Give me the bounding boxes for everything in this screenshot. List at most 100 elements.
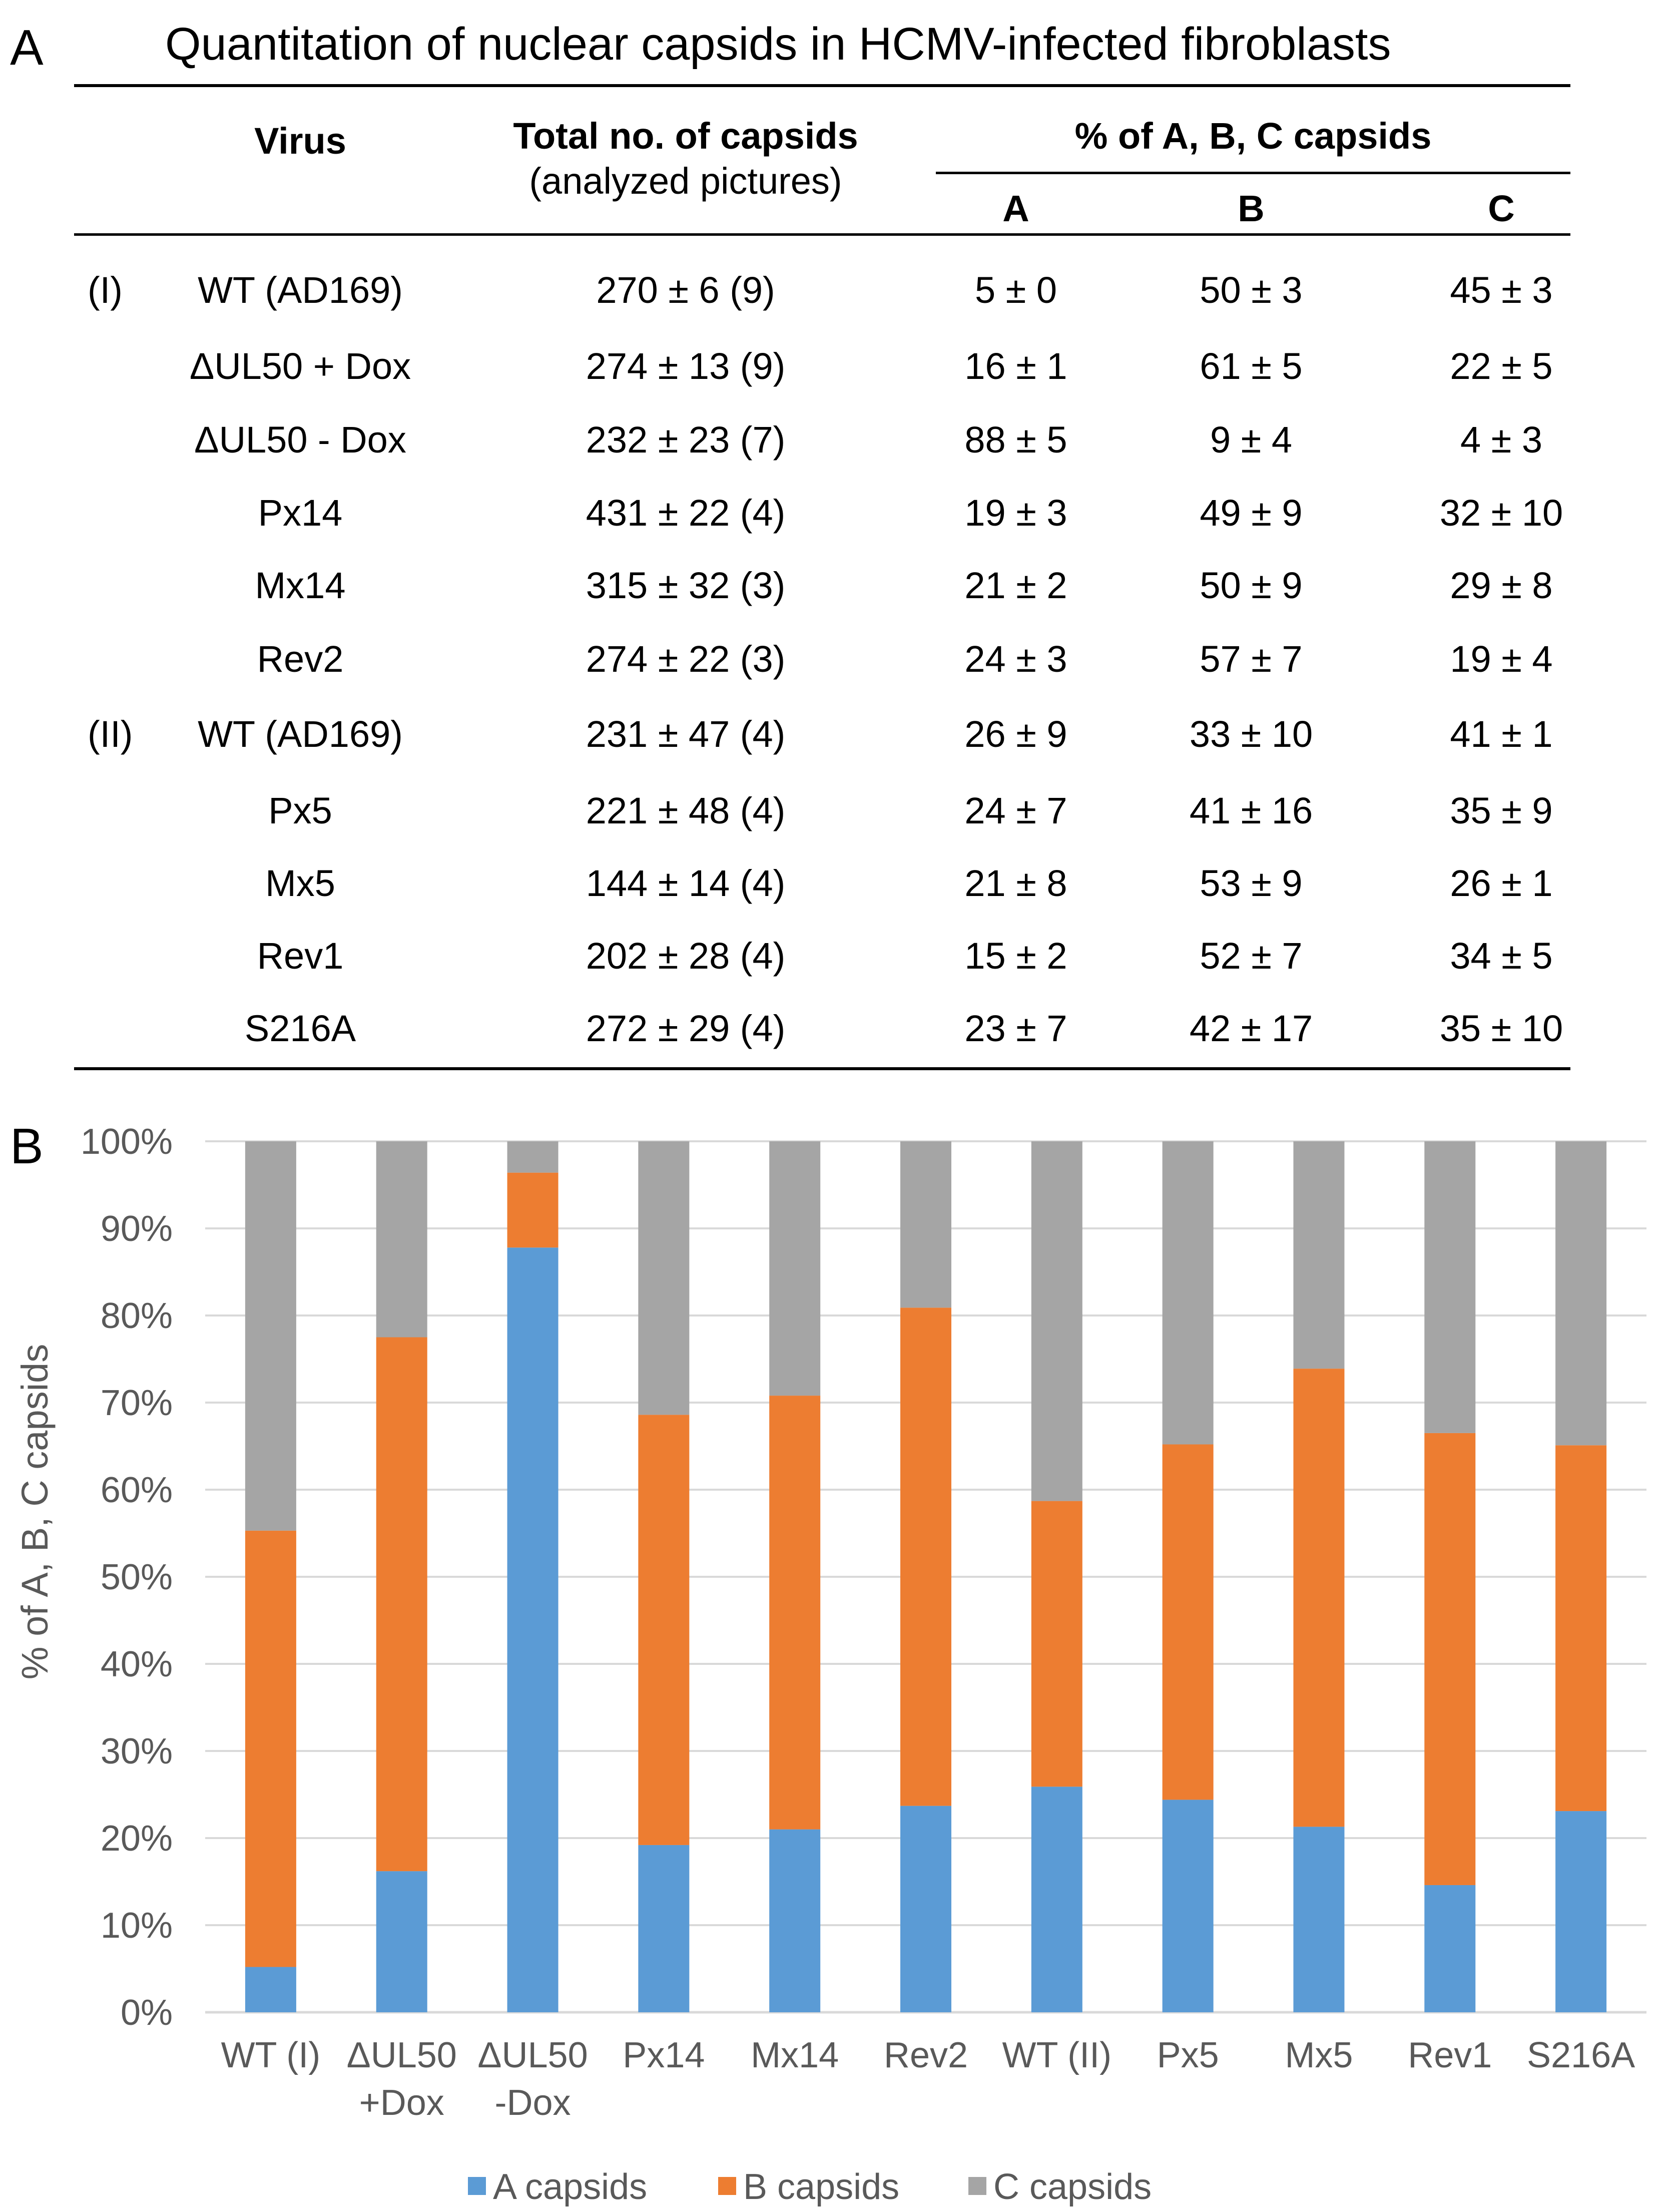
x-tick-label: -Dox (495, 2083, 571, 2123)
bar-segment-b (376, 1337, 427, 1872)
bar-segment-a (376, 1871, 427, 2012)
y-tick-label: 100% (81, 1122, 173, 1162)
y-tick-label: 50% (101, 1557, 173, 1597)
row-a: 88 ± 5 (964, 419, 1067, 461)
panel-b-letter: B (10, 1118, 44, 1174)
x-tick-label: Rev2 (884, 2035, 968, 2075)
legend: A capsids B capsids C capsids (468, 2167, 1152, 2207)
x-tick-label: +Dox (359, 2083, 444, 2123)
header-b: B (1238, 188, 1265, 229)
row-a: 5 ± 0 (974, 269, 1057, 311)
row-a: 26 ± 9 (964, 713, 1067, 755)
x-tick-labels: WT (I) ΔUL50 +Dox ΔUL50 -Dox Px14 Mx14 Rev2 WT (… (221, 2035, 1635, 2123)
row-b: 53 ± 9 (1200, 862, 1303, 904)
row-total: 232 ± 23 (7) (586, 419, 786, 461)
row-b: 52 ± 7 (1200, 935, 1303, 977)
bar-segment-a (1555, 1811, 1607, 2012)
y-tick-label: 80% (101, 1296, 173, 1336)
row-virus: WT (AD169) (198, 713, 403, 755)
bar-segment-a (638, 1845, 690, 2012)
x-tick-label: Rev1 (1408, 2035, 1492, 2075)
bar-segment-c (1293, 1141, 1345, 1369)
row-group-label: (I) (88, 269, 123, 311)
row-b: 41 ± 16 (1189, 790, 1313, 831)
bar-segment-a (1424, 1885, 1476, 2012)
bars (245, 1141, 1607, 2012)
bar-segment-c (769, 1141, 821, 1396)
row-virus: Px5 (268, 790, 332, 831)
panel-a-letter: A (10, 20, 44, 76)
row-virus: WT (AD169) (198, 269, 403, 311)
row-a: 23 ± 7 (964, 1008, 1067, 1049)
row-total: 274 ± 22 (3) (586, 638, 786, 680)
percent-header-rule (936, 172, 1570, 174)
y-tick-label: 20% (101, 1819, 173, 1859)
y-tick-label: 30% (101, 1731, 173, 1772)
legend-label-c: C capsids (993, 2167, 1152, 2207)
header-total-sub: (analyzed pictures) (529, 160, 842, 202)
bar-segment-b (1293, 1369, 1345, 1827)
x-tick-label: WT (I) (221, 2035, 321, 2075)
row-virus: Rev2 (257, 638, 344, 680)
row-b: 42 ± 17 (1189, 1008, 1313, 1049)
row-total: 231 ± 47 (4) (586, 713, 786, 755)
row-c: 41 ± 1 (1450, 713, 1553, 755)
y-tick-label: 70% (101, 1383, 173, 1423)
row-b: 9 ± 4 (1210, 419, 1293, 461)
x-tick-label: Mx5 (1285, 2035, 1353, 2075)
table-bottom-rule (74, 1067, 1570, 1070)
row-c: 45 ± 3 (1450, 269, 1553, 311)
legend-label-b: B capsids (743, 2167, 899, 2207)
bar-segment-a (1293, 1827, 1345, 2012)
row-a: 19 ± 3 (964, 492, 1067, 534)
x-tick-label: WT (II) (1002, 2035, 1112, 2075)
y-tick-label: 60% (101, 1470, 173, 1510)
x-tick-label: Px14 (623, 2035, 705, 2075)
row-total: 431 ± 22 (4) (586, 492, 786, 534)
bar-segment-b (1031, 1501, 1082, 1787)
bar-segment-a (769, 1829, 821, 2012)
bar-segment-c (638, 1141, 690, 1415)
bar-segment-a (900, 1806, 951, 2012)
row-total: 144 ± 14 (4) (586, 862, 786, 904)
row-group-label: (II) (88, 713, 133, 755)
row-b: 49 ± 9 (1200, 492, 1303, 534)
header-virus: Virus (254, 120, 346, 162)
row-b: 50 ± 9 (1200, 565, 1303, 606)
y-tick-label: 90% (101, 1209, 173, 1249)
x-tick-label: S216A (1527, 2035, 1635, 2075)
header-total: Total no. of capsids (513, 115, 858, 157)
bar-segment-c (245, 1141, 296, 1531)
bar-segment-a (245, 1967, 296, 2012)
bar-segment-a (1031, 1787, 1082, 2012)
row-a: 16 ± 1 (964, 345, 1067, 387)
row-virus: Rev1 (257, 935, 344, 977)
header-bottom-rule (74, 233, 1570, 236)
stacked-bar-chart: 0% 10% 20% 30% 40% 50% 60% 70% 80% 90% 100% WT (I)… (14, 1122, 1646, 2207)
bar-segment-b (769, 1396, 821, 1830)
row-a: 24 ± 3 (964, 638, 1067, 680)
bar-segment-c (1424, 1141, 1476, 1433)
x-tick-label: Mx14 (751, 2035, 839, 2075)
legend-label-a: A capsids (493, 2167, 647, 2207)
row-c: 35 ± 10 (1439, 1008, 1563, 1049)
row-virus: Mx5 (265, 862, 335, 904)
row-total: 270 ± 6 (9) (596, 269, 775, 311)
bar-segment-c (507, 1141, 559, 1173)
bar-segment-c (376, 1141, 427, 1338)
row-c: 26 ± 1 (1450, 862, 1553, 904)
header-a: A (1002, 188, 1029, 229)
y-tick-label: 0% (121, 1993, 173, 2033)
row-b: 61 ± 5 (1200, 345, 1303, 387)
row-total: 221 ± 48 (4) (586, 790, 786, 831)
bar-segment-c (900, 1141, 951, 1308)
row-b: 50 ± 3 (1200, 269, 1303, 311)
row-virus: ΔUL50 - Dox (194, 419, 406, 461)
y-axis-label: % of A, B, C capsids (14, 1344, 56, 1679)
row-a: 24 ± 7 (964, 790, 1067, 831)
bar-segment-b (1424, 1433, 1476, 1885)
row-a: 21 ± 2 (964, 565, 1067, 606)
row-b: 33 ± 10 (1189, 713, 1313, 755)
row-c: 22 ± 5 (1450, 345, 1553, 387)
legend-swatch-c (968, 2177, 986, 2195)
